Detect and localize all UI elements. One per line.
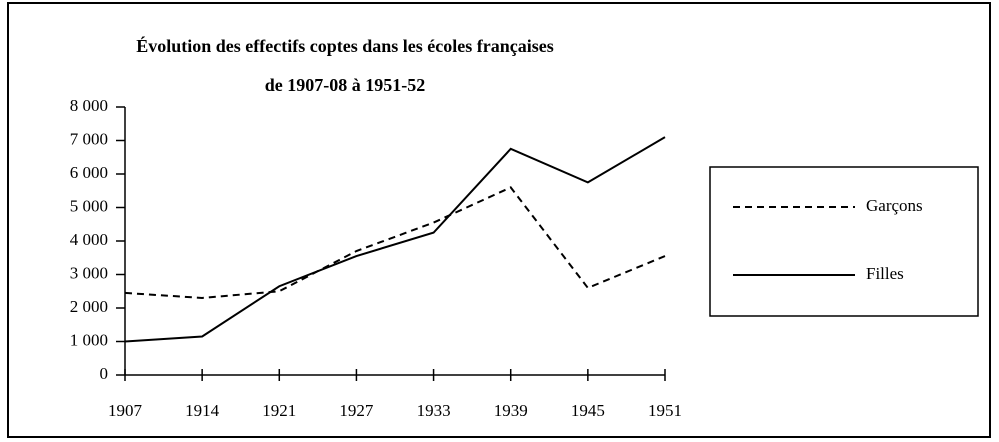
y-tick-label: 5 000 [70, 196, 108, 215]
x-tick-label: 1914 [185, 401, 220, 420]
legend-label: Filles [866, 264, 904, 283]
legend-label: Garçons [866, 196, 923, 215]
line-series [124, 136, 666, 343]
chart-title: Évolution des effectifs coptes dans les … [136, 35, 553, 56]
chart-subtitle: de 1907-08 à 1951-52 [265, 75, 426, 95]
y-tick-label: 3 000 [70, 263, 108, 282]
y-tick-label: 4 000 [70, 230, 108, 249]
legend-box [709, 166, 979, 317]
y-tick-label: 2 000 [70, 297, 108, 316]
frame [7, 2, 991, 438]
x-tick-label: 1939 [494, 401, 528, 420]
x-tick-label: 1921 [262, 401, 296, 420]
x-tick-label: 1907 [108, 401, 143, 420]
x-tick-label: 1933 [417, 401, 451, 420]
x-tick-label: 1945 [571, 401, 605, 420]
y-tick-label: 6 000 [70, 163, 108, 182]
y-tick-label: 7 000 [70, 129, 108, 148]
x-tick-label: 1927 [339, 401, 374, 420]
y-tick-label: 0 [100, 364, 109, 383]
y-tick-label: 1 000 [70, 330, 108, 349]
y-tick-label: 8 000 [70, 96, 108, 115]
line-series [124, 186, 666, 299]
x-tick-label: 1951 [648, 401, 682, 420]
